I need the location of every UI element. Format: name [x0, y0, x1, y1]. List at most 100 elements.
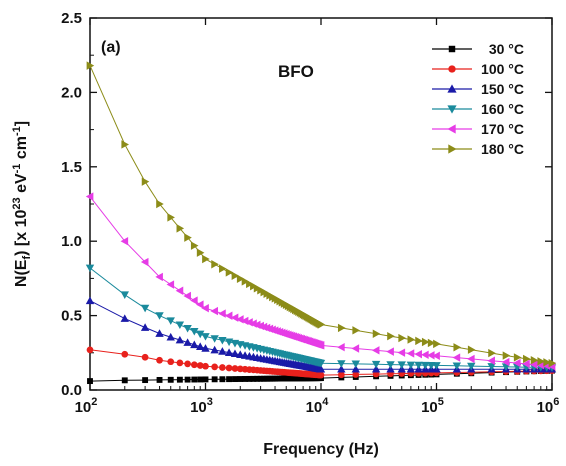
data-point — [183, 291, 191, 301]
data-point — [140, 257, 149, 267]
data-point — [397, 348, 406, 357]
data-point — [488, 348, 496, 358]
data-point — [225, 364, 233, 372]
data-point — [211, 376, 218, 383]
data-point — [387, 331, 395, 341]
data-point — [202, 362, 209, 370]
data-point — [184, 360, 191, 368]
legend-item: 150 °C — [432, 81, 524, 97]
data-point — [453, 343, 462, 352]
legend-item: 100 °C — [432, 61, 524, 77]
legend-item: 30 °C — [432, 41, 524, 57]
panel-label: (a) — [101, 39, 121, 56]
legend-label: 170 °C — [481, 121, 524, 137]
series-layer — [85, 61, 557, 385]
data-point — [184, 376, 191, 383]
legend-item: 180 °C — [432, 141, 524, 157]
y-tick-label: 1.5 — [61, 159, 82, 176]
data-point — [201, 303, 209, 313]
data-point — [166, 280, 175, 289]
data-point — [529, 360, 538, 369]
data-point — [201, 333, 210, 341]
legend-label: 180 °C — [481, 141, 524, 157]
data-point — [236, 315, 244, 324]
data-point — [260, 375, 267, 382]
data-point — [433, 339, 441, 349]
data-point — [86, 61, 95, 70]
y-axis-title-mid: ) [x 10 — [13, 210, 30, 256]
data-point — [242, 376, 248, 382]
data-point — [522, 359, 530, 369]
data-point — [316, 341, 325, 350]
y-axis-title-sub: f — [21, 256, 33, 260]
data-point — [414, 349, 422, 359]
data-point — [196, 330, 205, 339]
data-point — [225, 268, 234, 277]
y-tick-label: 0.5 — [61, 308, 82, 325]
y-axis-title-prefix: N(E — [13, 259, 30, 287]
data-point — [210, 345, 219, 354]
data-point — [219, 376, 226, 383]
data-point — [183, 338, 192, 346]
data-point — [487, 363, 496, 371]
data-point — [226, 376, 233, 383]
data-point — [167, 358, 175, 366]
data-point — [536, 360, 545, 370]
data-point — [230, 349, 240, 358]
legend-label: 150 °C — [481, 81, 524, 97]
data-point — [337, 342, 345, 352]
data-point — [190, 340, 199, 349]
data-point — [155, 312, 164, 320]
data-point — [190, 361, 198, 369]
data-point — [351, 364, 360, 373]
y-axis-title-mid2: eV — [13, 173, 30, 197]
data-point — [236, 350, 245, 358]
data-point — [246, 279, 254, 289]
data-point — [175, 335, 185, 344]
data-point — [156, 356, 163, 364]
data-point — [190, 296, 198, 305]
data-point — [120, 291, 129, 299]
data-point — [155, 272, 163, 282]
data-point — [166, 317, 175, 325]
data-point — [467, 362, 476, 371]
x-axis-ticks: 102 103 104 105 106 — [75, 18, 559, 416]
data-point — [140, 323, 150, 331]
y-axis-title-sup3: -1 — [11, 126, 23, 136]
data-point — [230, 313, 239, 322]
data-point — [156, 376, 163, 383]
data-point — [85, 264, 95, 273]
data-point — [432, 351, 440, 360]
data-point — [351, 344, 360, 353]
y-axis-title: N(Ef) [x 1023 eV-1 cm-1] — [11, 121, 33, 287]
data-point — [85, 192, 94, 201]
data-point — [202, 254, 210, 264]
data-point — [196, 362, 204, 369]
y-axis-title-mid3: cm — [13, 136, 30, 164]
data-point — [386, 361, 395, 369]
data-point — [237, 376, 244, 382]
data-point — [218, 347, 227, 355]
data-point — [219, 264, 227, 273]
y-tick-label: 1.0 — [61, 233, 82, 250]
data-point — [140, 304, 150, 313]
data-point — [427, 338, 436, 348]
data-point — [176, 359, 184, 367]
data-point — [121, 377, 128, 384]
data-point — [467, 345, 476, 354]
data-point — [317, 371, 325, 379]
legend-item: 160 °C — [432, 101, 524, 117]
data-point — [176, 376, 183, 383]
data-point — [175, 286, 184, 295]
data-point — [219, 364, 226, 371]
data-point — [224, 348, 234, 356]
data-point — [210, 335, 219, 343]
data-point — [337, 323, 346, 333]
y-axis-ticks: 0.0 0.5 1.0 1.5 2.0 2.5 — [61, 10, 552, 399]
data-point — [448, 45, 456, 53]
y-axis-title-sup2: -1 — [11, 164, 23, 174]
data-point — [250, 375, 257, 382]
data-point — [191, 376, 198, 383]
chart-title: BFO — [278, 62, 314, 81]
